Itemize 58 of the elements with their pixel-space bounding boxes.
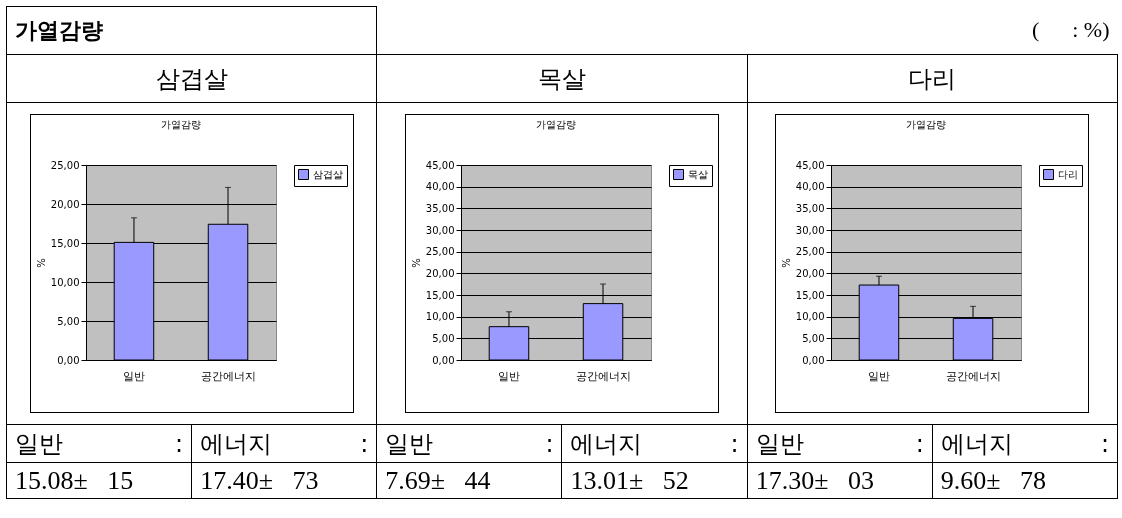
chart-subtitle: 다리 (747, 54, 1118, 103)
y-tick-label: 40,00 (425, 181, 455, 193)
y-tick-label: 45,00 (425, 159, 455, 171)
y-tick-label: 20,00 (425, 267, 455, 279)
legend-label: 삼겹살 (312, 168, 343, 180)
text: 가열감량 (6, 6, 377, 55)
y-tick-label: 5,00 (56, 315, 80, 327)
x-tick-label: 공간에너지 (945, 369, 1001, 383)
y-tick-label: 20,00 (50, 198, 80, 210)
y-tick-label: 5,00 (432, 332, 455, 344)
y-tick-label: 0,00 (56, 354, 80, 366)
y-tick-label: 30,00 (796, 224, 825, 236)
y-tick-label: 20,00 (796, 267, 825, 279)
y-tick-label: 35,00 (796, 202, 825, 214)
text: 일반 : (376, 424, 562, 463)
x-tick-label: 공간에너지 (575, 369, 631, 383)
text: 일반 : (6, 424, 192, 463)
y-axis-title: % (781, 258, 793, 268)
text: 15.08± 15 (6, 462, 192, 499)
y-tick-label: 25,00 (50, 159, 80, 171)
y-tick-label: 30,00 (425, 224, 455, 236)
legend-label: 다리 (1058, 168, 1079, 180)
y-tick-label: 25,00 (425, 246, 455, 258)
y-tick-label: 10,00 (796, 311, 825, 323)
y-tick-label: 35,00 (425, 202, 455, 214)
x-tick-label: 공간에너지 (200, 369, 256, 383)
text: 9.60± 78 (932, 462, 1118, 499)
chart-title: 가열감량 (160, 119, 201, 130)
y-tick-label: 15,00 (796, 289, 825, 301)
text: 13.01± 52 (561, 462, 748, 499)
text: 에너지 : (561, 424, 748, 463)
y-axis-title: % (35, 258, 47, 268)
y-tick-label: 15,00 (50, 237, 80, 249)
x-tick-label: 일반 (122, 369, 145, 383)
y-tick-label: 0,00 (432, 354, 455, 366)
text: 에너지 : (932, 424, 1118, 463)
text: 17.40± 73 (191, 462, 377, 499)
text: 7.69± 44 (376, 462, 562, 499)
text: 에너지 : (191, 424, 377, 463)
y-tick-label: 5,00 (802, 332, 825, 344)
y-tick-label: 0,00 (802, 354, 825, 366)
chart-subtitle: 삼겹살 (6, 54, 377, 103)
y-tick-label: 10,00 (425, 311, 455, 323)
y-tick-label: 10,00 (50, 276, 80, 288)
text: ( : %) (376, 6, 1118, 55)
text: 17.30± 03 (747, 462, 933, 499)
y-tick-label: 15,00 (425, 289, 455, 301)
y-axis-title: % (410, 258, 422, 268)
chart-subtitle: 목살 (376, 54, 748, 103)
legend-label: 목살 (687, 168, 708, 180)
x-tick-label: 일반 (497, 369, 520, 383)
x-tick-label: 일반 (868, 369, 891, 383)
chart-title: 가열감량 (535, 119, 576, 130)
text: 일반 : (747, 424, 933, 463)
y-tick-label: 25,00 (796, 246, 825, 258)
chart-title: 가열감량 (906, 119, 947, 130)
y-tick-label: 45,00 (796, 159, 825, 171)
y-tick-label: 40,00 (796, 181, 825, 193)
